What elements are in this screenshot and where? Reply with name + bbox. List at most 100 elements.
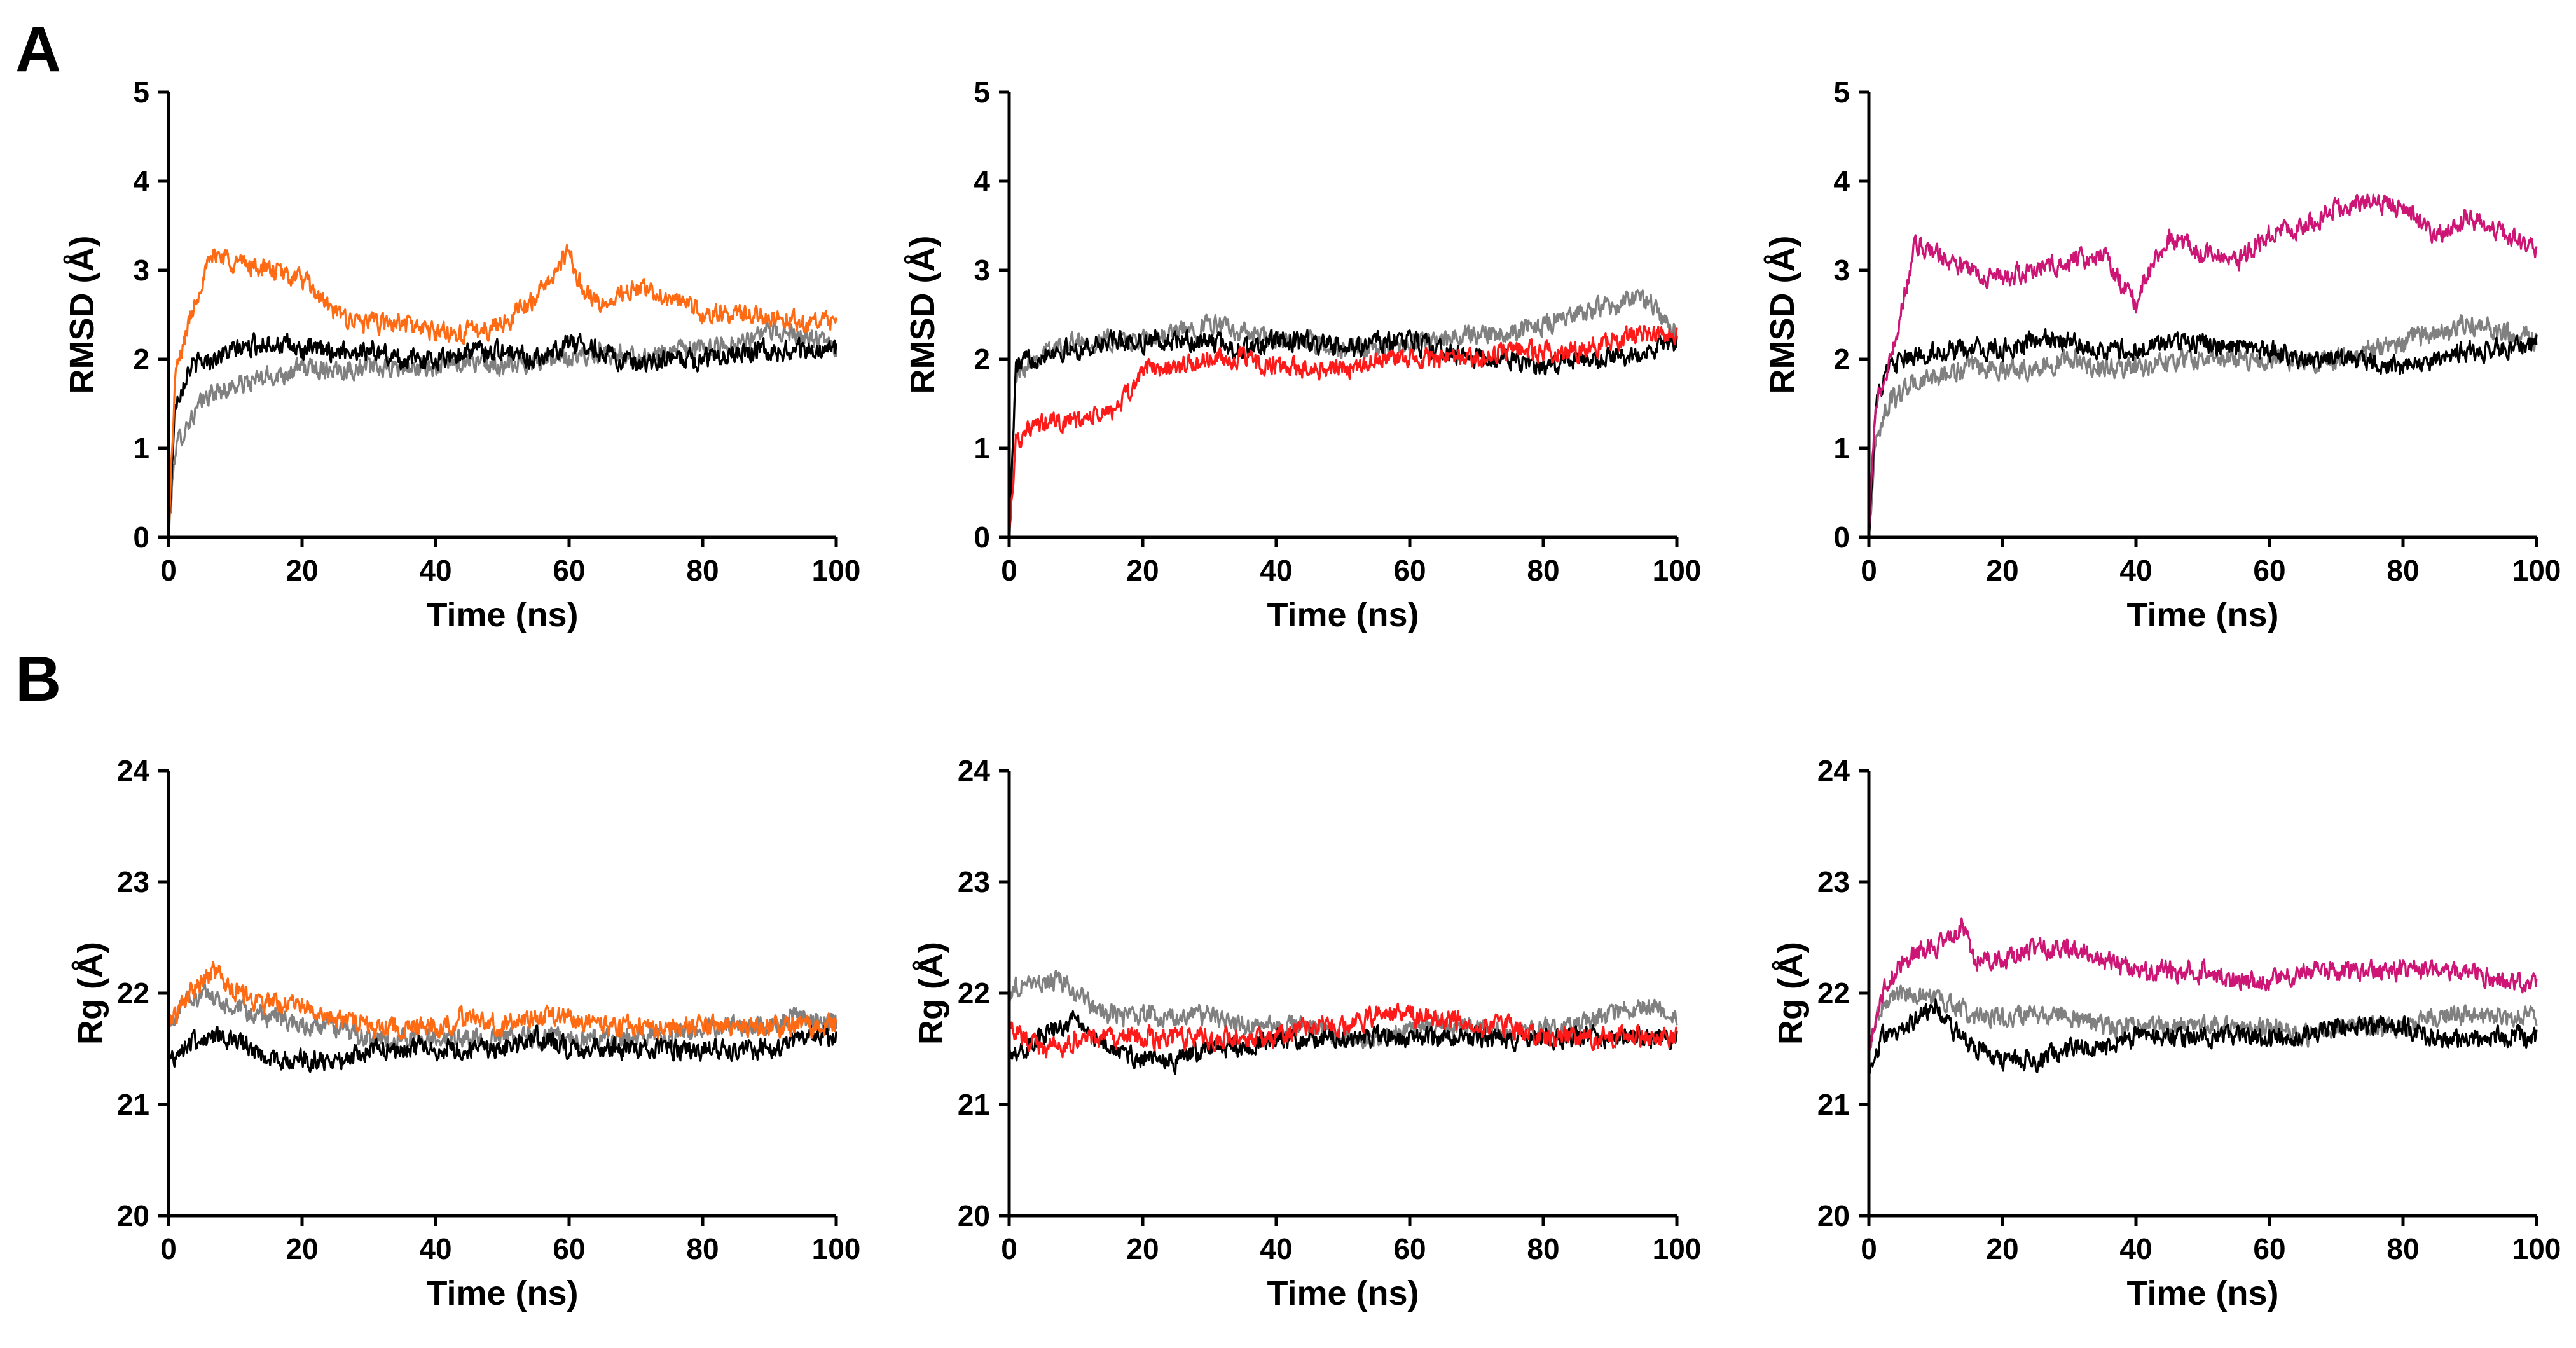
x-axis-label: Time (ns) <box>1267 1274 1419 1312</box>
y-tick-label: 22 <box>117 977 149 1010</box>
y-tick-label: 24 <box>117 754 150 787</box>
y-tick-label: 22 <box>1817 977 1850 1010</box>
x-tick-label: 60 <box>2253 1232 2285 1265</box>
y-axis-label: Rg (Å) <box>71 942 109 1045</box>
x-tick-label: 20 <box>286 1232 318 1265</box>
y-tick-label: 4 <box>1833 165 1850 198</box>
x-tick-label: 100 <box>2512 554 2561 587</box>
series-line-orange <box>167 960 837 1040</box>
y-tick-label: 1 <box>1833 432 1850 465</box>
y-tick-label: 2 <box>1833 343 1850 376</box>
series-line-magenta <box>1868 917 2538 1050</box>
x-tick-label: 20 <box>1986 554 2018 587</box>
x-tick-label: 0 <box>160 1232 177 1265</box>
x-tick-label: 60 <box>553 554 585 587</box>
y-tick-label: 5 <box>974 76 990 109</box>
y-tick-label: 24 <box>1817 754 1850 787</box>
x-axis-label: Time (ns) <box>426 596 578 634</box>
y-tick-label: 20 <box>1817 1199 1850 1232</box>
x-tick-label: 40 <box>2119 1232 2152 1265</box>
chart-a-2: 0 20 40 60 80 100 0 1 2 3 4 5 Time (ns) RMSD (Å) <box>904 76 1701 634</box>
x-tick-label: 100 <box>1653 1232 1702 1265</box>
x-tick-label: 0 <box>1861 554 1877 587</box>
x-tick-label: 60 <box>2253 554 2285 587</box>
y-tick-label: 3 <box>133 254 149 287</box>
x-tick-label: 40 <box>1260 1232 1292 1265</box>
y-tick-label: 0 <box>133 521 149 554</box>
y-tick-label: 20 <box>958 1199 990 1232</box>
y-tick-label: 3 <box>974 254 990 287</box>
x-tick-label: 20 <box>1986 1232 2018 1265</box>
panel-label-b: B <box>15 643 62 715</box>
y-tick-label: 24 <box>958 754 991 787</box>
series-line-red <box>1008 324 1678 538</box>
x-tick-label: 80 <box>2387 554 2419 587</box>
y-tick-label: 22 <box>958 977 990 1010</box>
x-tick-label: 0 <box>1001 1232 1017 1265</box>
x-tick-label: 40 <box>1260 554 1292 587</box>
y-tick-label: 4 <box>974 165 990 198</box>
panel-label-a: A <box>15 14 62 85</box>
x-tick-label: 40 <box>419 1232 451 1265</box>
series-line-gray <box>1868 984 2538 1049</box>
y-tick-label: 2 <box>133 343 149 376</box>
series-line-magenta <box>1868 193 2538 538</box>
series-line-gray <box>1008 289 1678 538</box>
x-tick-label: 100 <box>2512 1232 2561 1265</box>
y-tick-label: 23 <box>958 865 990 898</box>
series-line-orange <box>167 244 837 538</box>
series-line-black <box>1868 327 2538 538</box>
chart-b-3: 0 20 40 60 80 100 20 21 22 23 24 Time (ns) Rg (Å) <box>1772 754 2561 1312</box>
y-axis-label: Rg (Å) <box>912 942 950 1045</box>
x-tick-label: 0 <box>1861 1232 1877 1265</box>
y-tick-label: 4 <box>133 165 149 198</box>
chart-a-3: 0 20 40 60 80 100 0 1 2 3 4 5 Time (ns) RMSD (Å) <box>1763 76 2561 634</box>
y-tick-label: 20 <box>117 1199 149 1232</box>
series-line-black <box>167 332 837 538</box>
series-line-black <box>1868 998 2538 1075</box>
chart-a-1: 0 20 40 60 80 100 0 1 2 3 4 5 Time (ns) RMSD (Å) <box>63 76 860 634</box>
x-axis-label: Time (ns) <box>2126 596 2278 634</box>
y-tick-label: 21 <box>958 1088 990 1121</box>
x-tick-label: 60 <box>553 1232 585 1265</box>
series-line-black <box>167 1024 837 1073</box>
x-tick-label: 40 <box>2119 554 2152 587</box>
chart-b-2: 0 20 40 60 80 100 20 21 22 23 24 Time (ns) Rg (Å) <box>912 754 1701 1312</box>
y-tick-label: 21 <box>1817 1088 1850 1121</box>
series-line-gray <box>167 319 837 538</box>
x-tick-label: 80 <box>686 554 719 587</box>
x-tick-label: 100 <box>812 554 861 587</box>
y-tick-label: 3 <box>1833 254 1850 287</box>
y-tick-label: 23 <box>117 865 149 898</box>
x-tick-label: 100 <box>812 1232 861 1265</box>
x-tick-label: 80 <box>2387 1232 2419 1265</box>
x-tick-label: 20 <box>286 554 318 587</box>
x-axis-label: Time (ns) <box>1267 596 1419 634</box>
y-tick-label: 2 <box>974 343 990 376</box>
series-line-black <box>1008 329 1678 538</box>
y-tick-label: 5 <box>133 76 149 109</box>
x-tick-label: 100 <box>1653 554 1702 587</box>
x-tick-label: 60 <box>1393 1232 1426 1265</box>
x-tick-label: 20 <box>1126 554 1159 587</box>
x-tick-label: 80 <box>1527 554 1559 587</box>
y-axis-label: RMSD (Å) <box>63 236 101 394</box>
y-axis-label: Rg (Å) <box>1772 942 1810 1045</box>
x-axis-label: Time (ns) <box>426 1274 578 1312</box>
y-tick-label: 1 <box>974 432 990 465</box>
y-axis-label: RMSD (Å) <box>904 236 942 394</box>
y-tick-label: 0 <box>974 521 990 554</box>
x-tick-label: 20 <box>1126 1232 1159 1265</box>
x-tick-label: 0 <box>1001 554 1017 587</box>
series-line-red <box>1008 1002 1678 1059</box>
x-tick-label: 60 <box>1393 554 1426 587</box>
y-tick-label: 5 <box>1833 76 1850 109</box>
y-tick-label: 0 <box>1833 521 1850 554</box>
series-line-gray <box>1868 314 2538 538</box>
y-tick-label: 1 <box>133 432 149 465</box>
x-tick-label: 40 <box>419 554 451 587</box>
x-tick-label: 0 <box>160 554 177 587</box>
x-tick-label: 80 <box>686 1232 719 1265</box>
